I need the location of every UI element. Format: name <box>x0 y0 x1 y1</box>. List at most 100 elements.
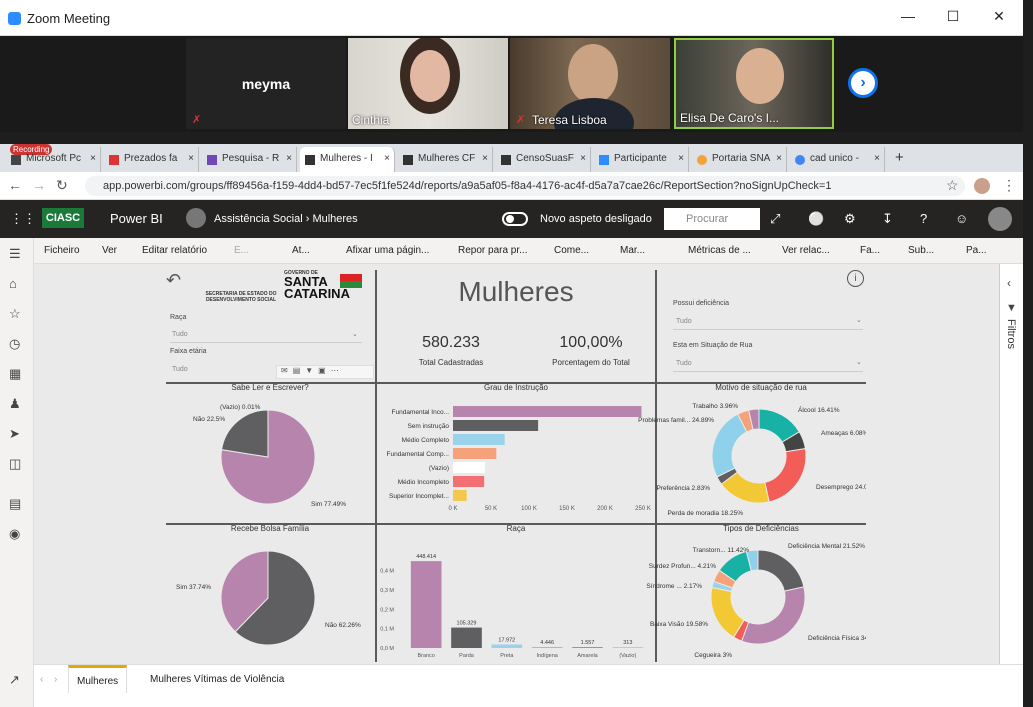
favorites-star-icon[interactable]: ☆ <box>9 306 21 321</box>
tab-close-icon[interactable]: × <box>384 153 390 164</box>
tab-close-icon[interactable]: × <box>482 153 488 164</box>
expand-nav-icon[interactable]: ↗ <box>9 672 20 687</box>
forward-icon[interactable]: → <box>32 177 46 193</box>
filters-pane[interactable]: ‹ ▼ Filtros <box>999 264 1023 664</box>
url-field[interactable]: app.powerbi.com/groups/ff89456a-f159-4dd… <box>85 176 965 196</box>
app-launcher-icon[interactable]: ⋮⋮ <box>10 211 36 226</box>
visual-header-toolbar[interactable]: ✉▤▼▣⋯ <box>276 365 374 379</box>
search-input[interactable]: Procurar <box>664 208 760 230</box>
menu-editar-relatorio[interactable]: Editar relatório <box>142 245 208 256</box>
menu-favorite[interactable]: Fa... <box>860 245 881 256</box>
filter-deficiencia-dropdown[interactable]: Tudo <box>676 318 692 325</box>
new-look-toggle[interactable] <box>502 212 528 226</box>
chevron-down-icon[interactable]: ⌄ <box>352 331 358 338</box>
filter-situacao-rua-dropdown[interactable]: Tudo <box>676 360 692 367</box>
apps-icon[interactable]: ▦ <box>9 366 22 381</box>
download-icon[interactable]: ↧ <box>882 211 893 226</box>
filter-raca-dropdown[interactable]: Tudo <box>172 331 188 338</box>
back-icon[interactable]: ← <box>8 177 22 193</box>
menu-subscribe[interactable]: Sub... <box>908 245 935 256</box>
tab-label: CensoSuasF <box>516 153 574 164</box>
menu-ver[interactable]: Ver <box>102 245 118 256</box>
breadcrumb-workspace[interactable]: Assistência Social <box>214 213 303 225</box>
powerbi-icon <box>501 155 511 165</box>
participant-tile[interactable]: Cinthia <box>348 38 508 129</box>
pie-slice <box>221 409 269 458</box>
menu-reset[interactable]: Repor para pr... <box>458 245 528 256</box>
browser-menu-icon[interactable]: ⋮ <box>1002 177 1016 193</box>
browser-tab[interactable]: cad unico - × <box>790 147 885 172</box>
recording-indicator: Recording <box>10 144 53 155</box>
chevron-down-icon[interactable]: ⌄ <box>856 317 862 324</box>
new-tab-button[interactable]: + <box>895 149 904 166</box>
home-icon[interactable]: ⌂ <box>9 276 17 291</box>
recent-clock-icon[interactable]: ◷ <box>9 336 21 351</box>
prev-page-icon[interactable]: ‹ <box>40 674 44 685</box>
tab-close-icon[interactable]: × <box>776 153 782 164</box>
menu-refresh[interactable]: At... <box>292 245 310 256</box>
tab-close-icon[interactable]: × <box>286 153 292 164</box>
filter-faixa-etaria-dropdown[interactable]: Tudo <box>172 366 188 373</box>
chevron-down-icon[interactable]: ⌄ <box>856 359 862 366</box>
notifications-icon[interactable]: ⚪ <box>808 211 825 226</box>
menu-comments[interactable]: Come... <box>554 245 590 256</box>
dashboards-icon[interactable]: ▤ <box>9 496 22 511</box>
browser-tab-active[interactable]: Mulheres - I × <box>300 147 395 172</box>
x-tick-label: 100 K <box>521 506 537 512</box>
slice-label: Deficiência Mental 21.52% <box>788 543 865 550</box>
bar-category-label: Fundamental Inco... <box>392 409 450 416</box>
tab-close-icon[interactable]: × <box>874 153 880 164</box>
tab-close-icon[interactable]: × <box>678 153 684 164</box>
help-icon[interactable]: ? <box>920 211 928 226</box>
browser-tab[interactable]: Portaria SNA × <box>692 147 787 172</box>
browser-tab[interactable]: Mulheres CF × <box>398 147 493 172</box>
participant-tile[interactable]: ✗ Teresa Lisboa <box>510 38 670 129</box>
slice-label: Surdez Profun... 4.21% <box>649 563 716 570</box>
menu-pin-page[interactable]: Afixar uma págin... <box>346 245 430 256</box>
collapse-filters-icon[interactable]: ‹ <box>1007 276 1011 290</box>
browser-tab[interactable]: Prezados fa × <box>104 147 199 172</box>
hamburger-icon[interactable]: ☰ <box>9 246 21 261</box>
x-tick-label: Amarela <box>577 653 598 659</box>
bookmark-star-icon[interactable]: ☆ <box>946 177 959 193</box>
menu-bookmarks[interactable]: Mar... <box>620 245 646 256</box>
menu-ficheiro[interactable]: Ficheiro <box>44 245 80 256</box>
zoom-title-bar: Zoom Meeting — ☐ ✕ <box>0 0 1023 36</box>
feedback-smiley-icon[interactable]: ☺ <box>955 211 969 226</box>
reload-icon[interactable]: ↻ <box>56 177 68 193</box>
settings-gear-icon[interactable]: ⚙ <box>844 211 856 226</box>
browser-tab[interactable]: Pesquisa - R × <box>202 147 297 172</box>
avatar[interactable] <box>974 178 990 194</box>
account-avatar[interactable] <box>988 207 1012 231</box>
next-participants-button[interactable]: › <box>848 68 878 98</box>
maximize-icon[interactable]: ☐ <box>946 8 960 24</box>
menu-item-disabled[interactable]: E... <box>234 245 250 256</box>
back-arrow-icon[interactable]: ↶ <box>166 270 182 290</box>
menu-view-related[interactable]: Ver relac... <box>782 245 830 256</box>
menu-share[interactable]: Pa... <box>966 245 987 256</box>
menu-metrics[interactable]: Métricas de ... <box>688 245 751 256</box>
browser-tab[interactable]: Microsoft Pc × <box>6 147 101 172</box>
browser-tab[interactable]: CensoSuasF × <box>496 147 591 172</box>
participant-tile-active-speaker[interactable]: Elisa De Caro's I... <box>674 38 834 129</box>
tab-close-icon[interactable]: × <box>90 153 96 164</box>
tab-close-icon[interactable]: × <box>580 153 586 164</box>
x-tick-label: 200 K <box>597 506 613 512</box>
page-tab-vitimas-violencia[interactable]: Mulheres Vítimas de Violência <box>150 674 285 685</box>
expand-icon[interactable]: ⤢ <box>770 211 781 226</box>
shared-icon[interactable]: ♟ <box>9 396 21 411</box>
minimize-icon[interactable]: — <box>901 8 915 24</box>
bar-category-label: (Vazio) <box>429 465 449 472</box>
tab-close-icon[interactable]: × <box>188 153 194 164</box>
page-tab-mulheres[interactable]: Mulheres <box>68 665 128 693</box>
participant-tile[interactable]: meyma ✗ <box>186 38 346 129</box>
bar-category-label: Fundamental Comp... <box>386 451 449 458</box>
learn-rocket-icon[interactable]: ➤ <box>9 426 20 441</box>
workspaces-book-icon[interactable]: ◫ <box>9 456 22 471</box>
workspace-avatar-icon[interactable]: ◉ <box>9 526 21 541</box>
close-icon[interactable]: ✕ <box>993 8 1005 24</box>
next-page-icon[interactable]: › <box>54 674 58 685</box>
x-tick-label: Branco <box>417 653 434 659</box>
browser-tab[interactable]: Participante × <box>594 147 689 172</box>
info-icon[interactable]: i <box>847 270 864 287</box>
